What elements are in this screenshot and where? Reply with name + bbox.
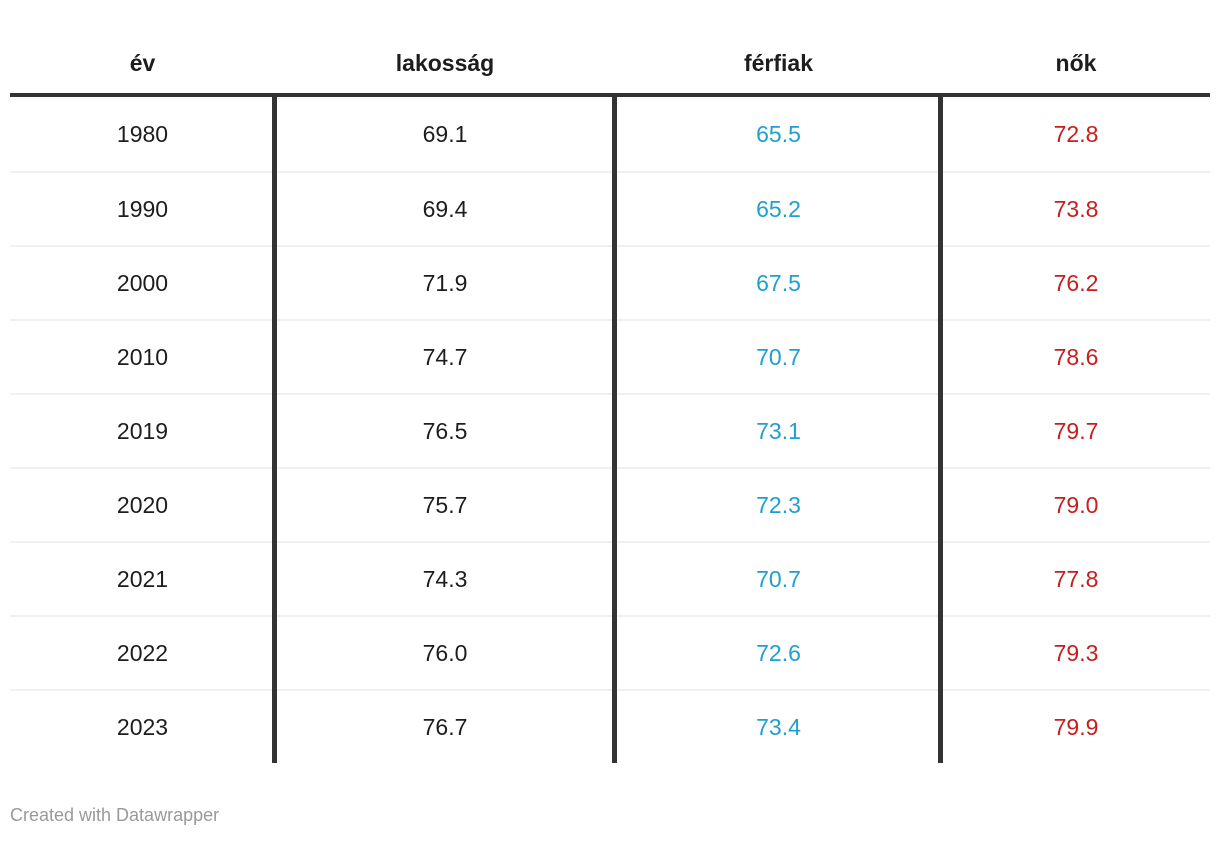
column-divider <box>612 97 617 763</box>
cell-men: 70.7 <box>756 565 801 592</box>
cell-men: 73.1 <box>756 417 801 444</box>
table-row: 2023 76.7 73.4 79.9 <box>10 689 1210 763</box>
table-row: 2021 74.3 70.7 77.8 <box>10 541 1210 615</box>
cell-men: 67.5 <box>756 269 801 296</box>
column-header-lakossag: lakosság <box>395 50 495 76</box>
cell-year: 2019 <box>116 417 169 444</box>
cell-women: 79.3 <box>1053 639 1099 666</box>
cell-men: 65.5 <box>756 120 801 147</box>
cell-women: 79.0 <box>1053 491 1099 518</box>
cell-women: 77.8 <box>1053 565 1099 592</box>
cell-men: 70.7 <box>756 343 801 370</box>
table-header-row: év lakosság férfiak nők <box>10 0 1210 97</box>
cell-men: 65.2 <box>756 195 801 222</box>
cell-population: 71.9 <box>422 269 468 296</box>
table-row: 1980 69.1 65.5 72.8 <box>10 97 1210 171</box>
cell-women: 73.8 <box>1053 195 1099 222</box>
cell-year: 2022 <box>116 639 169 666</box>
table-row: 2000 71.9 67.5 76.2 <box>10 245 1210 319</box>
cell-year: 2021 <box>116 565 169 592</box>
table-row: 1990 69.4 65.2 73.8 <box>10 171 1210 245</box>
column-header-nok: nők <box>1055 50 1097 76</box>
attribution-link[interactable]: Created with Datawrapper <box>10 805 220 825</box>
cell-year: 2000 <box>116 269 169 296</box>
cell-women: 76.2 <box>1053 269 1099 296</box>
cell-population: 69.4 <box>422 195 468 222</box>
cell-population: 76.5 <box>422 417 468 444</box>
cell-women: 79.7 <box>1053 417 1099 444</box>
table-row: 2020 75.7 72.3 79.0 <box>10 467 1210 541</box>
data-table: év lakosság férfiak nők 1980 69.1 65.5 7… <box>10 0 1210 763</box>
cell-year: 1990 <box>116 195 169 222</box>
cell-men: 72.6 <box>756 639 801 666</box>
cell-year: 2020 <box>116 491 169 518</box>
cell-population: 76.7 <box>422 713 468 740</box>
cell-year: 2010 <box>116 343 169 370</box>
cell-women: 72.8 <box>1053 120 1099 147</box>
column-divider <box>938 97 943 763</box>
cell-men: 73.4 <box>756 713 801 740</box>
table-row: 2019 76.5 73.1 79.7 <box>10 393 1210 467</box>
table-row: 2010 74.7 70.7 78.6 <box>10 319 1210 393</box>
cell-population: 69.1 <box>422 120 468 147</box>
cell-population: 76.0 <box>422 639 468 666</box>
cell-year: 1980 <box>116 120 169 147</box>
column-divider <box>272 97 277 763</box>
table-row: 2022 76.0 72.6 79.3 <box>10 615 1210 689</box>
table-body: 1980 69.1 65.5 72.8 1990 69.4 65.2 73.8 … <box>10 97 1210 763</box>
cell-women: 79.9 <box>1053 713 1099 740</box>
cell-population: 74.7 <box>422 343 468 370</box>
cell-men: 72.3 <box>756 491 801 518</box>
cell-women: 78.6 <box>1053 343 1099 370</box>
column-header-ev: év <box>129 50 156 76</box>
cell-year: 2023 <box>116 713 169 740</box>
cell-population: 74.3 <box>422 565 468 592</box>
column-header-ferfiak: férfiak <box>743 50 814 76</box>
cell-population: 75.7 <box>422 491 468 518</box>
